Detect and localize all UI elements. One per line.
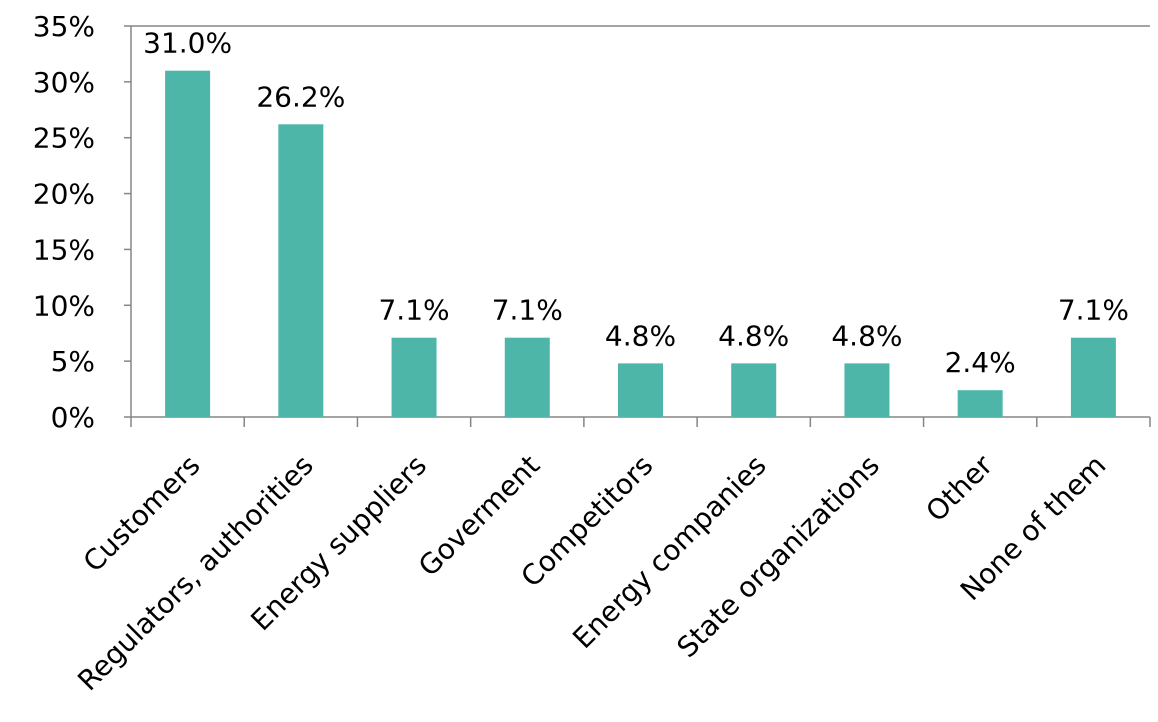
category-label: Other: [920, 448, 1000, 528]
bar: [165, 70, 211, 417]
data-label: 4.8%: [718, 319, 789, 352]
data-label: 7.1%: [492, 294, 563, 327]
data-label: 4.8%: [831, 319, 902, 352]
y-tick-label: 25%: [33, 122, 95, 155]
y-axis: 0% 5% 10% 15% 20% 25% 30% 35%: [33, 10, 132, 434]
y-tick-label: 10%: [33, 289, 95, 322]
data-label: 7.1%: [378, 294, 449, 327]
category-label: State organizations: [670, 449, 885, 664]
bar: [844, 363, 890, 417]
bar: [1070, 337, 1116, 417]
y-tick-label: 0%: [51, 401, 95, 434]
data-label: 4.8%: [605, 319, 676, 352]
data-label: 2.4%: [945, 346, 1016, 379]
bar: [278, 124, 324, 418]
category-label: Regulators, authorities: [71, 449, 320, 698]
bar: [957, 390, 1003, 417]
y-tick-label: 15%: [33, 233, 95, 266]
data-label: 31.0%: [143, 27, 232, 60]
bars: [165, 70, 1116, 418]
bar: [391, 337, 437, 417]
data-labels: 31.0% 26.2% 7.1% 7.1% 4.8% 4.8% 4.8% 2.4% 7.1%: [143, 27, 1129, 380]
category-label: Energy companies: [566, 449, 772, 655]
data-label: 26.2%: [256, 80, 345, 113]
y-tick-label: 5%: [51, 345, 95, 378]
y-tick-label: 35%: [33, 10, 95, 43]
y-tick-label: 30%: [33, 66, 95, 99]
y-tick-label: 20%: [33, 178, 95, 211]
bar: [731, 363, 777, 417]
x-axis: [130, 416, 1151, 427]
data-label: 7.1%: [1058, 294, 1129, 327]
bar: [504, 337, 550, 417]
bar: [618, 363, 663, 417]
